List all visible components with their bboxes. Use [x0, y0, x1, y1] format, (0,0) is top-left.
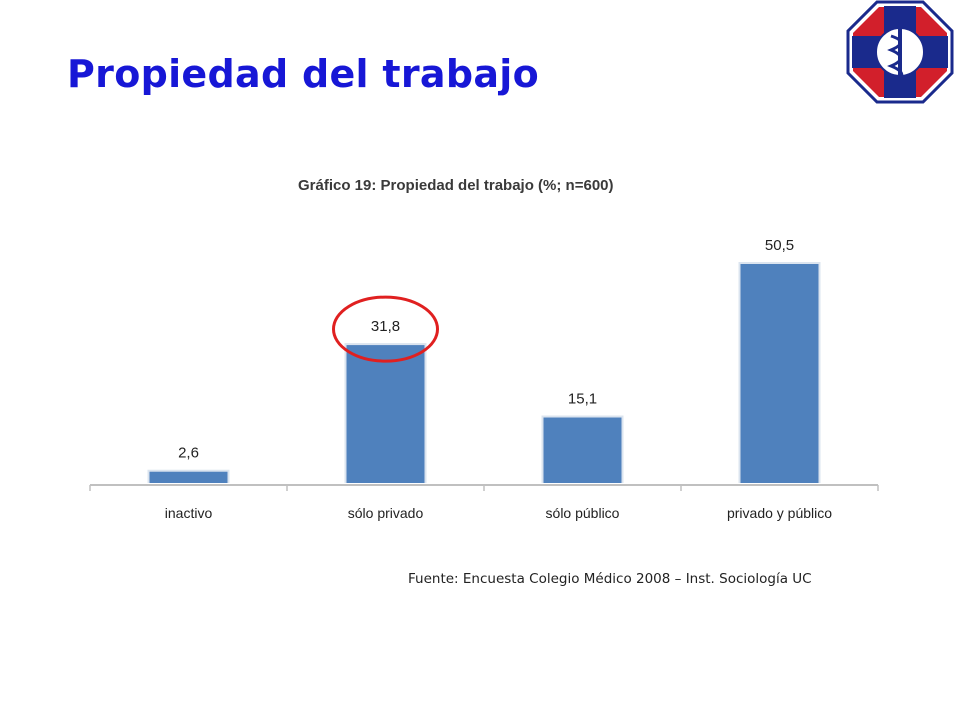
colegio-medico-logo-icon: [846, 0, 954, 104]
category-label: inactivo: [165, 505, 213, 521]
chart-title: Gráfico 19: Propiedad del trabajo (%; n=…: [298, 177, 614, 194]
data-label: 15,1: [568, 391, 597, 408]
category-label: privado y público: [727, 505, 832, 521]
data-label: 31,8: [371, 318, 400, 335]
data-label: 50,5: [765, 237, 794, 254]
bar-2: [346, 345, 425, 483]
bars-group: 2,6 inactivo 31,8 sólo privado 15,1 sólo públ…: [147, 237, 832, 521]
data-label: 2,6: [178, 445, 199, 462]
category-label: sólo público: [546, 505, 620, 521]
bar-3: [543, 417, 622, 483]
slide-title: Propiedad del trabajo: [67, 52, 540, 96]
source-note: Fuente: Encuesta Colegio Médico 2008 – I…: [408, 571, 812, 587]
highlight-circle: [332, 295, 439, 363]
bar-4: [740, 264, 819, 483]
ticks-group: [89, 485, 879, 491]
category-label: sólo privado: [348, 505, 424, 521]
bar-1: [149, 471, 228, 483]
